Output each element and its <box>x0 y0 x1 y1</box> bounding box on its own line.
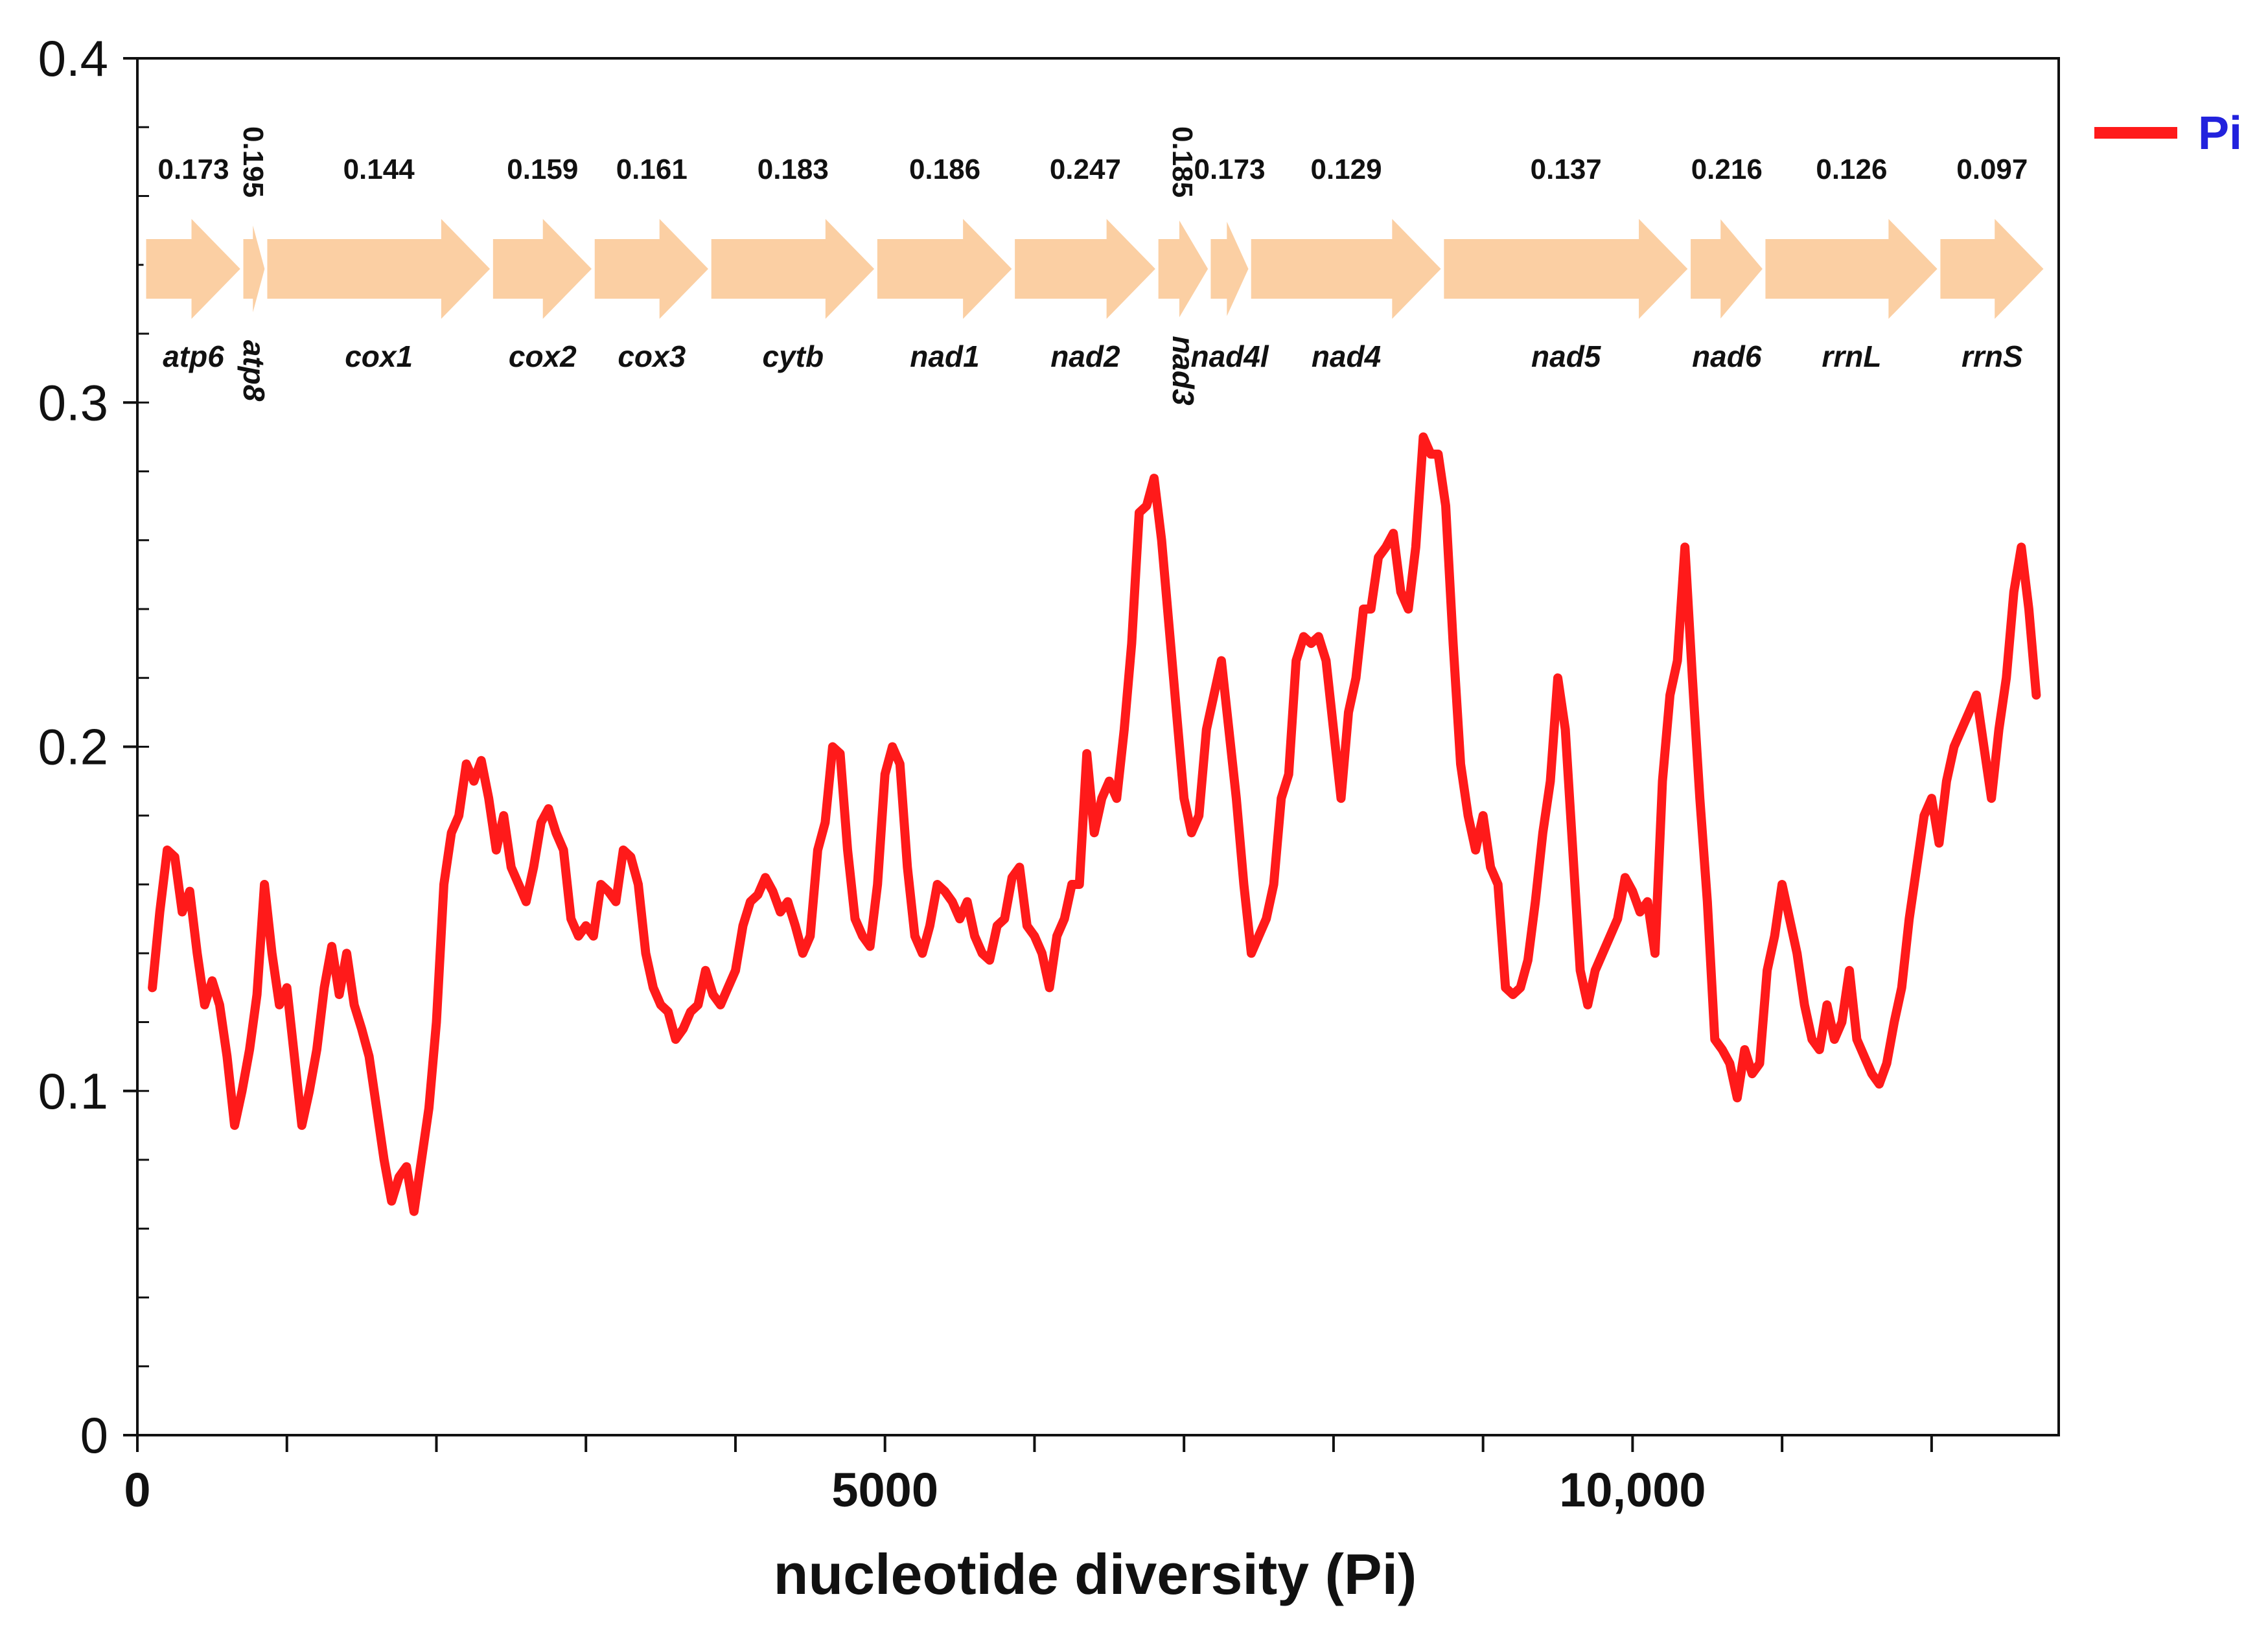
gene-value-nad4l: 0.173 <box>1194 154 1265 185</box>
gene-name-cox3: cox3 <box>618 340 686 373</box>
x-axis-title: nucleotide diversity (Pi) <box>774 1542 1417 1606</box>
gene-name-nad2: nad2 <box>1050 340 1120 373</box>
y-tick-label: 0.3 <box>38 374 108 431</box>
gene-value-nad2: 0.247 <box>1050 154 1121 185</box>
gene-arrow-atp6 <box>143 213 244 325</box>
gene-value-cox1: 0.144 <box>343 154 415 185</box>
gene-value-rrnL: 0.126 <box>1816 154 1887 185</box>
x-tick-label: 0 <box>124 1463 150 1517</box>
gene-value-nad6: 0.216 <box>1691 154 1763 185</box>
gene-arrow-cox1 <box>264 213 494 325</box>
gene-arrow-nad4 <box>1248 213 1445 325</box>
gene-arrow-nad2 <box>1012 213 1159 325</box>
gene-value-atp6: 0.173 <box>157 154 229 185</box>
gene-arrow-nad3 <box>1155 211 1211 327</box>
gene-name-nad1: nad1 <box>910 340 979 373</box>
gene-name-cox2: cox2 <box>509 340 577 373</box>
gene-arrow-cytb <box>708 213 878 325</box>
gene-value-cytb: 0.183 <box>758 154 829 185</box>
series-line-pi <box>148 432 2041 1216</box>
gene-value-cox2: 0.159 <box>507 154 578 185</box>
y-tick-label: 0.4 <box>38 30 108 87</box>
gene-arrow-cox3 <box>592 213 712 325</box>
gene-value-atp8: 0.195 <box>237 126 269 198</box>
y-tick-label: 0.2 <box>38 719 108 776</box>
gene-value-nad4: 0.129 <box>1310 154 1382 185</box>
gene-value-nad1: 0.186 <box>909 154 980 185</box>
y-tick-label: 0.1 <box>38 1063 108 1120</box>
gene-value-cox3: 0.161 <box>616 154 688 185</box>
plot-frame <box>136 57 2060 1436</box>
gene-value-nad5: 0.137 <box>1531 154 1602 185</box>
gene-name-atp6: atp6 <box>163 340 224 373</box>
gene-arrow-nad6 <box>1688 212 1766 326</box>
gene-arrow-rrnL <box>1763 213 1941 325</box>
legend-label-pi: Pi <box>2198 108 2242 159</box>
gene-name-nad4: nad4 <box>1312 340 1381 373</box>
gene-name-cytb: cytb <box>762 340 824 373</box>
y-tick-label: 0 <box>80 1407 108 1464</box>
gene-name-nad6: nad6 <box>1692 340 1762 373</box>
gene-name-rrnL: rrnL <box>1822 340 1881 373</box>
gene-name-atp8: atp8 <box>237 340 271 402</box>
gene-map: 0.173 atp6 0.195 atp8 0.144 cox1 0.159 cox2 0.16… <box>143 126 2048 406</box>
gene-name-rrnS: rrnS <box>1961 340 2023 373</box>
gene-arrow-nad1 <box>874 213 1015 325</box>
gene-name-nad4l: nad4l <box>1190 340 1269 373</box>
x-tick-label: 10,000 <box>1559 1463 1706 1517</box>
gene-value-nad3: 0.185 <box>1166 126 1198 198</box>
series-layer <box>148 432 2041 1216</box>
x-axis-labels: 0 5000 10,000 <box>124 1463 1706 1517</box>
gene-arrow-nad4l <box>1208 215 1251 323</box>
gene-value-rrnS: 0.097 <box>1956 154 2028 185</box>
gene-name-nad3: nad3 <box>1166 336 1200 406</box>
gene-arrow-atp8 <box>240 215 268 323</box>
axis-ticks <box>123 57 1933 1452</box>
gene-name-cox1: cox1 <box>345 340 413 373</box>
gene-arrow-nad5 <box>1441 213 1691 325</box>
y-axis-labels: 0 0.1 0.2 0.3 0.4 <box>38 30 108 1464</box>
x-tick-label: 5000 <box>831 1463 938 1517</box>
gene-arrow-cox2 <box>490 213 596 325</box>
gene-name-nad5: nad5 <box>1531 340 1602 373</box>
legend[interactable]: Pi <box>2094 108 2242 159</box>
gene-arrow-rrnS <box>1938 213 2048 325</box>
